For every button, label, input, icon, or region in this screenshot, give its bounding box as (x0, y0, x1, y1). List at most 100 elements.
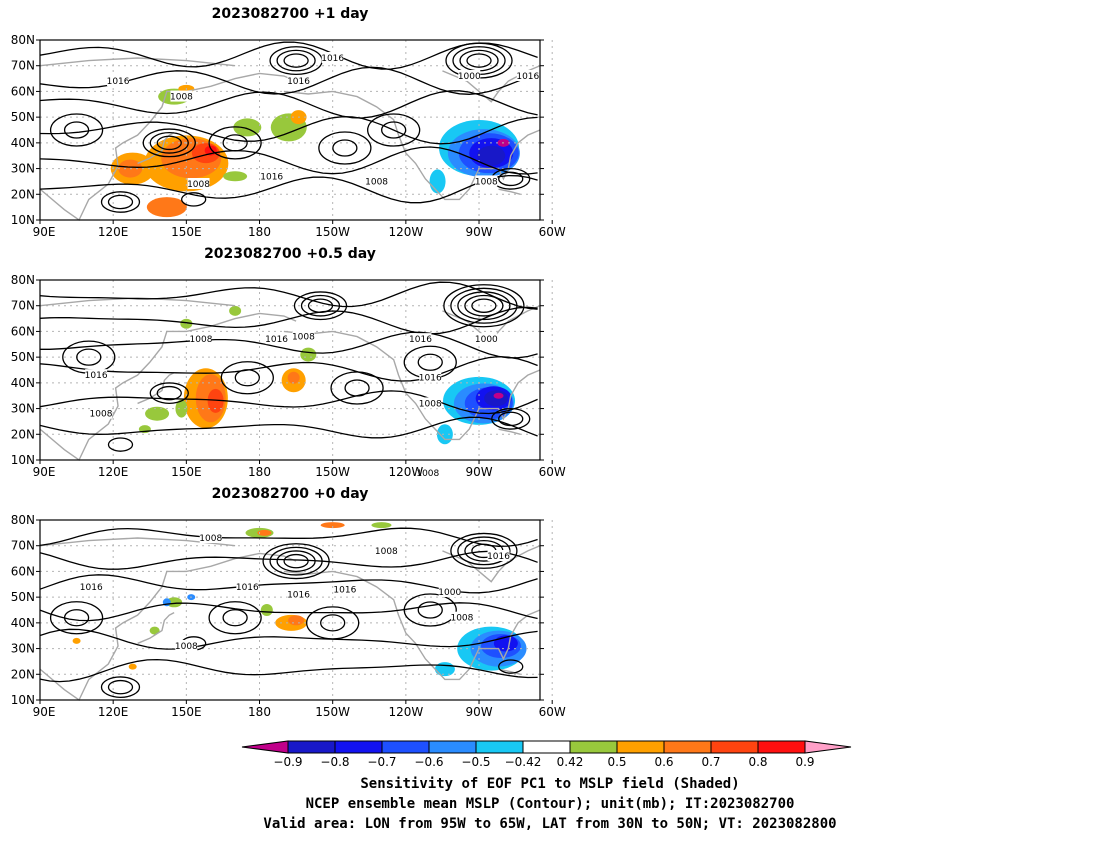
caption-shading: Sensitivity of EOF PC1 to MSLP field (Sh… (360, 776, 740, 792)
y-tick-label: 20N (11, 187, 35, 201)
contour-label: 1000 (458, 72, 481, 82)
x-tick-label: 180 (248, 705, 271, 719)
isobar (39, 41, 538, 70)
x-tick-label: 90W (465, 225, 492, 239)
shading-patch (429, 169, 446, 194)
y-tick-label: 50N (11, 350, 35, 364)
sensitivity-shading (138, 305, 516, 445)
pressure-system (381, 121, 407, 139)
x-tick-label: 150E (171, 465, 202, 479)
x-tick-label: 150W (315, 225, 350, 239)
pressure-system (156, 135, 182, 151)
colorbar-label: 0.8 (748, 755, 767, 769)
contour-label: 1008 (190, 335, 213, 345)
contour-label-bg (80, 580, 103, 592)
pressure-system (498, 171, 524, 187)
isobar (39, 146, 538, 175)
x-tick-label: 90E (33, 465, 56, 479)
x-tick-label: 180 (248, 225, 271, 239)
y-tick-label: 20N (11, 667, 35, 681)
isobar (39, 416, 538, 439)
coastline (137, 131, 175, 165)
contour-label-bg (458, 70, 481, 81)
contour-label: 1016 (333, 585, 356, 595)
coastline (39, 72, 297, 222)
y-tick-label: 70N (11, 299, 35, 313)
isobar (39, 658, 538, 683)
x-tick-label: 150E (171, 705, 202, 719)
colorbar-label: 0.6 (654, 755, 673, 769)
pressure-system (498, 411, 524, 427)
pressure-system (208, 601, 262, 635)
x-tick-label: 120W (388, 465, 423, 479)
shading-patch (175, 399, 188, 418)
colorbar-swatch (710, 740, 759, 754)
shading-patch (257, 529, 272, 536)
y-tick-label: 50N (11, 110, 35, 124)
coastline (498, 668, 521, 675)
map-frame (39, 39, 541, 221)
contour-label-bg (450, 611, 473, 623)
coastline (137, 371, 175, 405)
y-tick-label: 60N (11, 84, 35, 98)
contour-label-bg (175, 640, 198, 651)
pressure-system (464, 294, 504, 317)
mslp-contours (39, 41, 538, 213)
pressure-system (107, 437, 134, 452)
colorbar-swatch (475, 740, 524, 754)
contour-label: 1000 (438, 588, 461, 598)
panel-title: 2023082700 +0 day (211, 486, 369, 502)
y-tick-label: 30N (11, 642, 35, 656)
y-tick-label: 70N (11, 59, 35, 73)
colorbar-label: 0.9 (795, 755, 814, 769)
contour-label-bg (409, 333, 432, 345)
pressure-system (450, 287, 518, 324)
y-tick-label: 60N (11, 324, 35, 338)
pressure-system (306, 606, 360, 640)
colorbar-arrow-high (804, 740, 852, 754)
contour-label: 1008 (199, 534, 222, 544)
shading-patch (477, 145, 506, 166)
y-tick-label: 10N (11, 213, 35, 227)
contour-label: 1008 (419, 399, 442, 409)
isobar (39, 390, 538, 415)
y-tick-label: 10N (11, 693, 35, 707)
contour-label-bg (438, 586, 461, 597)
coastline (498, 428, 521, 435)
coastline (442, 545, 541, 583)
mslp-contours (39, 281, 538, 452)
x-tick-label: 120W (388, 225, 423, 239)
coastline (39, 552, 297, 702)
colorbar-label: 0.5 (607, 755, 626, 769)
contour-label-bg (85, 369, 108, 381)
y-tick-label: 80N (11, 33, 35, 47)
pressure-system (457, 536, 511, 566)
x-tick-label: 60W (539, 465, 566, 479)
pressure-system (367, 113, 421, 147)
coastline (283, 90, 541, 201)
isobar (40, 331, 538, 359)
shading-patch (229, 305, 242, 316)
gridlines (40, 280, 553, 460)
contour-label: 1016 (287, 591, 310, 601)
caption-valid-area: Valid area: LON from 95W to 65W, LAT fro… (263, 816, 837, 832)
pressure-system (234, 369, 260, 387)
pressure-system (417, 353, 443, 371)
colorbar-swatch (757, 740, 806, 754)
isobar (39, 116, 538, 145)
gridlines (40, 520, 553, 700)
pressure-system (49, 601, 104, 635)
isobar (39, 90, 538, 119)
x-tick-label: 150W (315, 465, 350, 479)
pressure-system (403, 593, 457, 627)
colorbar-swatch (569, 740, 618, 754)
x-tick-label: 150E (171, 225, 202, 239)
contour-label: 1016 (80, 583, 103, 593)
y-tick-label: 10N (11, 453, 35, 467)
contour-label: 1008 (375, 547, 398, 557)
contour-label: 1016 (287, 77, 310, 87)
coastline (39, 312, 297, 462)
contour-label-bg (260, 170, 283, 182)
contour-label-bg (189, 333, 212, 345)
contour-label-bg (365, 175, 388, 187)
